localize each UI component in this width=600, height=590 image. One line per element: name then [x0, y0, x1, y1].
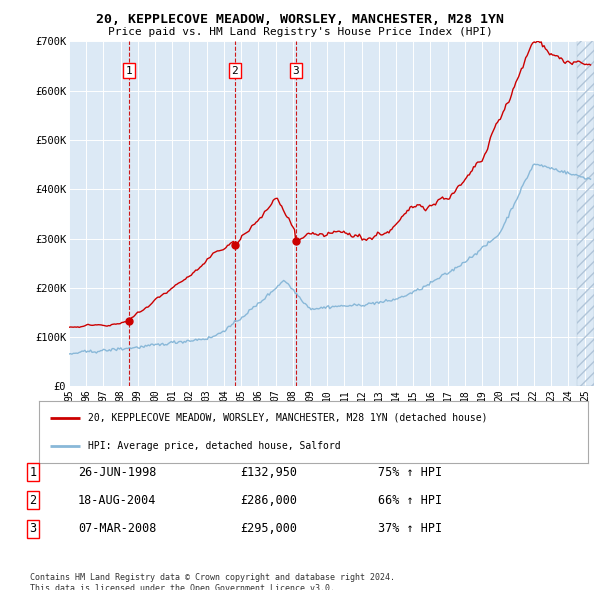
- Text: 2: 2: [232, 65, 238, 76]
- Point: [124, 316, 134, 326]
- Text: 20, KEPPLECOVE MEADOW, WORSLEY, MANCHESTER, M28 1YN: 20, KEPPLECOVE MEADOW, WORSLEY, MANCHEST…: [96, 13, 504, 26]
- Text: 07-MAR-2008: 07-MAR-2008: [78, 522, 157, 535]
- Text: 37% ↑ HPI: 37% ↑ HPI: [378, 522, 442, 535]
- Text: 3: 3: [292, 65, 299, 76]
- Text: 1: 1: [29, 466, 37, 478]
- Text: 3: 3: [29, 522, 37, 535]
- Text: HPI: Average price, detached house, Salford: HPI: Average price, detached house, Salf…: [88, 441, 341, 451]
- Text: 2: 2: [29, 494, 37, 507]
- Text: Contains HM Land Registry data © Crown copyright and database right 2024.
This d: Contains HM Land Registry data © Crown c…: [30, 573, 395, 590]
- Text: Price paid vs. HM Land Registry's House Price Index (HPI): Price paid vs. HM Land Registry's House …: [107, 27, 493, 37]
- Text: £295,000: £295,000: [240, 522, 297, 535]
- Point: [291, 236, 301, 245]
- Text: 26-JUN-1998: 26-JUN-1998: [78, 466, 157, 478]
- Text: 18-AUG-2004: 18-AUG-2004: [78, 494, 157, 507]
- Text: 75% ↑ HPI: 75% ↑ HPI: [378, 466, 442, 478]
- Text: 20, KEPPLECOVE MEADOW, WORSLEY, MANCHESTER, M28 1YN (detached house): 20, KEPPLECOVE MEADOW, WORSLEY, MANCHEST…: [88, 413, 488, 423]
- Text: £286,000: £286,000: [240, 494, 297, 507]
- Point: [230, 241, 239, 250]
- Text: 1: 1: [125, 65, 133, 76]
- Text: 66% ↑ HPI: 66% ↑ HPI: [378, 494, 442, 507]
- Text: £132,950: £132,950: [240, 466, 297, 478]
